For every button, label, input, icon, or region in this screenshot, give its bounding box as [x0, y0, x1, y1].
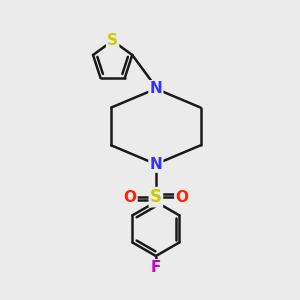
Text: S: S [107, 33, 118, 48]
Text: N: N [149, 81, 162, 96]
Text: O: O [175, 190, 188, 205]
Text: S: S [150, 188, 162, 206]
Text: F: F [151, 260, 161, 275]
Text: O: O [124, 190, 136, 205]
Text: N: N [149, 157, 162, 172]
